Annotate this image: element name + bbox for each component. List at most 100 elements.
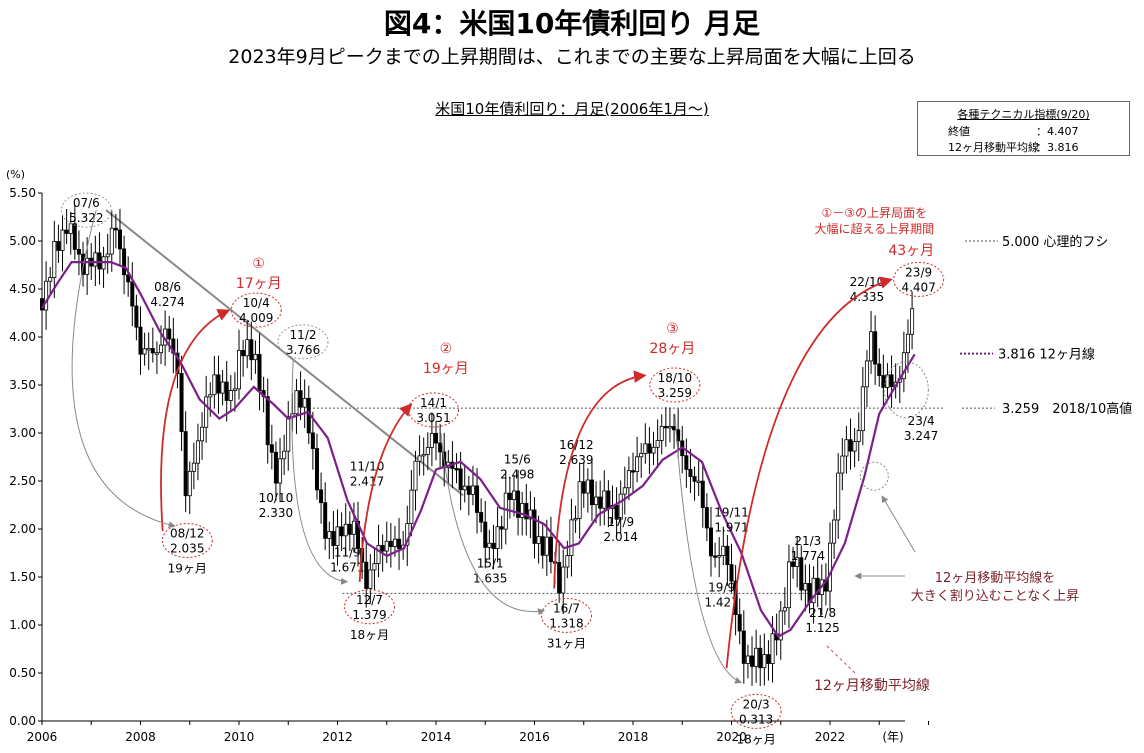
candle-body	[729, 564, 734, 582]
candle-body	[548, 536, 553, 563]
candle-body	[631, 470, 636, 473]
candle-body	[159, 344, 164, 354]
candle-body	[314, 448, 319, 491]
candle-body	[228, 390, 233, 401]
annotation-duration: 19ヶ月	[168, 562, 207, 576]
candle-body	[286, 416, 291, 452]
candle-body	[815, 577, 820, 596]
annotation-date: 18/10	[658, 371, 693, 385]
y-tick-label: 2.50	[9, 474, 36, 488]
candle-body	[44, 280, 49, 311]
candle-body	[130, 281, 135, 307]
annotation-date: 08/12	[170, 527, 205, 541]
candle-body	[236, 349, 241, 390]
candle-body	[561, 566, 566, 594]
candle-body	[885, 374, 890, 388]
candle-body	[113, 227, 118, 231]
ref-label-ma: 3.816 12ヶ月線	[998, 347, 1095, 363]
decline-arrow-4	[674, 413, 743, 684]
y-tick-label: 2.00	[9, 522, 36, 536]
candle-body	[721, 545, 726, 556]
candle-body	[844, 439, 849, 457]
annotation-circle	[277, 324, 329, 360]
candle-body	[860, 386, 865, 432]
x-tick-label: 2008	[125, 730, 156, 744]
candle-body	[667, 426, 672, 429]
candle-body	[200, 426, 205, 442]
y-tick-label: 4.50	[9, 282, 36, 296]
candle-body	[52, 241, 57, 278]
candle-body	[212, 374, 217, 396]
candle-body	[479, 512, 484, 523]
candle-body	[425, 447, 430, 455]
phase-marker: ③	[666, 321, 679, 337]
candle-body	[167, 328, 172, 340]
candle-body	[319, 489, 324, 504]
rise-arrow-4	[725, 276, 893, 669]
candle-body	[421, 453, 426, 457]
candle-body	[85, 257, 90, 275]
candle-body	[799, 557, 804, 591]
annotation-circle	[230, 292, 282, 328]
candle-body	[138, 326, 143, 355]
phase-duration: 17ヶ月	[236, 276, 282, 292]
chart-title: 米国10年債利回り：月足(2006年1月～)	[0, 98, 1144, 119]
candle-body	[725, 545, 730, 566]
candle-body	[273, 451, 278, 484]
candle-body	[405, 523, 410, 546]
info-close-label: 終値	[948, 125, 970, 138]
candle-body	[470, 485, 475, 495]
annotation-date: 19/9	[708, 580, 735, 594]
candle-body	[795, 557, 800, 567]
candle-body	[832, 519, 837, 544]
candle-body	[150, 348, 155, 354]
ma-support-circle-1	[883, 361, 929, 419]
candle-body	[487, 542, 492, 548]
candle-body	[713, 555, 718, 558]
annotation-value: 3.259	[658, 386, 692, 400]
candle-body	[782, 607, 787, 612]
annotation-circle	[161, 523, 213, 559]
annotation-date: 20/3	[743, 697, 770, 711]
candle-body	[647, 443, 652, 454]
candle-body	[766, 654, 771, 664]
candle-body	[278, 458, 283, 484]
annotation-value: 4.274	[150, 295, 184, 309]
candle-body	[265, 396, 270, 446]
candle-body	[692, 476, 697, 482]
candle-body	[331, 530, 336, 546]
candle-body	[380, 545, 385, 552]
x-tick-label: 2020	[716, 730, 747, 744]
candle-body	[64, 229, 69, 234]
candle-body	[869, 331, 874, 362]
candle-body	[117, 229, 122, 250]
annotation-value: 1.318	[549, 616, 583, 630]
annotation-circle	[730, 693, 782, 729]
y-tick-label: 3.00	[9, 426, 36, 440]
candle-body	[864, 360, 869, 388]
candle-body	[438, 442, 443, 453]
annotation-date: 10/4	[243, 296, 270, 310]
candle-body	[594, 496, 599, 506]
annotation-value: 2.014	[604, 530, 638, 544]
candle-body	[142, 348, 147, 355]
x-tick-label: 2014	[421, 730, 452, 744]
candle-body	[462, 485, 467, 491]
candle-body	[745, 655, 750, 664]
candle-body	[532, 509, 537, 544]
candle-body	[626, 470, 631, 489]
decline-arrow-3	[440, 432, 546, 616]
info-box-header: 各種テクニカル指標(9/20)	[957, 108, 1090, 121]
candle-body	[840, 455, 845, 474]
candle-body	[458, 468, 463, 491]
annotation-value: 1.125	[805, 621, 839, 635]
candle-body	[327, 530, 332, 539]
candle-body	[696, 480, 701, 484]
candle-body	[717, 555, 722, 558]
ref-label-5pct: 5.000 心理的フシ	[1002, 234, 1108, 250]
y-tick-label: 1.00	[9, 618, 36, 632]
candle-body	[454, 468, 459, 471]
candle-body	[417, 455, 422, 462]
phase-duration: 19ヶ月	[423, 361, 469, 377]
annotation-duration: 18ヶ月	[350, 628, 389, 642]
